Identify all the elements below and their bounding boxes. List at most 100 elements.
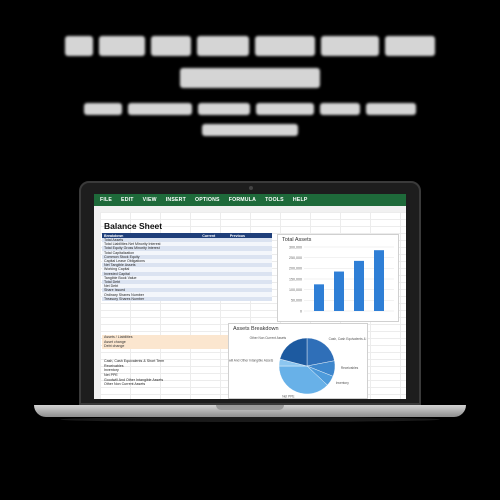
table-row[interactable]: Net Debt — [102, 284, 272, 289]
menu-options[interactable]: OPTIONS — [194, 197, 220, 203]
value-cell[interactable] — [200, 242, 228, 247]
table-row[interactable]: Ordinary Shares Number — [102, 292, 272, 297]
value-cell[interactable] — [265, 284, 272, 289]
row-label-cell[interactable]: Assets / Liabilities — [102, 335, 213, 340]
value-cell[interactable] — [200, 292, 228, 297]
value-cell[interactable] — [227, 279, 259, 285]
value-cell[interactable] — [227, 284, 259, 289]
row-label-cell[interactable]: Net PPE — [104, 373, 118, 378]
value-cell[interactable] — [258, 292, 266, 297]
value-cell[interactable] — [227, 267, 259, 272]
value-cell[interactable] — [265, 258, 272, 264]
asset-row[interactable]: Net PPE — [102, 373, 202, 378]
row-label-cell[interactable]: Tangible Book Value — [102, 275, 201, 280]
value-cell[interactable] — [227, 238, 259, 243]
table-row[interactable]: Tangible Book Value — [102, 275, 272, 280]
value-cell[interactable] — [258, 288, 266, 293]
table-header-cell[interactable]: Breakdown — [102, 233, 201, 238]
table-row[interactable]: Invested Capital — [102, 271, 272, 276]
asset-row[interactable]: Goodwill And Other Intangible Assets — [102, 377, 202, 382]
value-cell[interactable] — [227, 254, 259, 259]
value-cell[interactable] — [258, 275, 266, 280]
row-label-cell[interactable]: Treasury Shares Number — [102, 296, 201, 301]
table-row[interactable]: Common Stock Equity — [102, 254, 272, 259]
value-cell[interactable] — [227, 250, 259, 255]
value-cell[interactable] — [265, 288, 272, 293]
value-cell[interactable] — [258, 258, 266, 264]
value-cell[interactable] — [258, 238, 266, 243]
value-cell[interactable] — [200, 263, 228, 268]
table-row[interactable]: Net Tangible Assets — [102, 263, 272, 268]
value-cell[interactable] — [265, 246, 272, 251]
row-label-cell[interactable]: Net Tangible Assets — [102, 263, 201, 268]
row-label-cell[interactable]: Share Issued — [102, 288, 201, 293]
value-cell[interactable] — [200, 279, 228, 285]
table-header-cell[interactable]: Previous — [227, 233, 259, 238]
value-cell[interactable] — [227, 258, 259, 264]
table-row[interactable]: Treasury Shares Number — [102, 296, 272, 301]
row-label-cell[interactable]: Other Non Current Assets — [104, 382, 146, 387]
asset-row[interactable]: Cash, Cash Equivalents & Short Term — [102, 359, 202, 364]
value-cell[interactable] — [265, 250, 272, 255]
row-label-cell[interactable]: Common Stock Equity — [102, 254, 201, 259]
value-cell[interactable] — [227, 263, 259, 268]
table-row[interactable]: Share Issued — [102, 288, 272, 293]
assets-breakdown-chart[interactable]: Assets Breakdown Cash, Cash Equivalents … — [221, 323, 382, 399]
value-cell[interactable] — [227, 292, 259, 297]
value-cell[interactable] — [200, 267, 228, 272]
row-label-cell[interactable]: Cash, Cash Equivalents & Short Term — [104, 359, 165, 364]
menu-help[interactable]: HELP — [292, 197, 308, 203]
asset-row[interactable]: Inventory — [102, 368, 202, 373]
table-header-cell[interactable]: Current — [200, 233, 228, 238]
value-cell[interactable] — [265, 292, 272, 297]
row-label-cell[interactable]: Receivables — [104, 363, 124, 368]
table-header-cell[interactable] — [265, 233, 272, 238]
value-cell[interactable] — [265, 242, 272, 247]
value-cell[interactable] — [265, 296, 272, 301]
table-header-cell[interactable] — [258, 233, 266, 238]
value-cell[interactable] — [265, 271, 272, 276]
asset-row[interactable]: Other Non Current Assets — [102, 382, 202, 387]
value-cell[interactable] — [258, 250, 266, 255]
row-label-cell[interactable]: Total Debt — [102, 279, 201, 285]
table-row[interactable]: Working Capital — [102, 267, 272, 272]
value-cell[interactable] — [200, 238, 228, 243]
table-row[interactable]: Total Debt — [102, 279, 272, 285]
row-label-cell[interactable]: Inventory — [104, 368, 119, 373]
value-cell[interactable] — [265, 267, 272, 272]
total-assets-chart[interactable]: Total Assets 0 50,000 100,000 150,000 200,00… — [277, 234, 399, 322]
ratio-row[interactable]: Debt change — [102, 344, 240, 349]
value-cell[interactable] — [227, 271, 259, 276]
row-label-cell[interactable]: Asset change — [102, 339, 213, 345]
row-label-cell[interactable]: Debt change — [102, 344, 213, 349]
value-cell[interactable] — [200, 250, 228, 255]
value-cell[interactable] — [258, 279, 266, 285]
value-cell[interactable] — [200, 258, 228, 264]
value-cell[interactable] — [258, 263, 266, 268]
row-label-cell[interactable]: Goodwill And Other Intangible Assets — [104, 377, 164, 382]
table-row[interactable]: Total Equity Gross Minority Interest — [102, 246, 272, 251]
row-label-cell[interactable]: Ordinary Shares Number — [102, 292, 201, 297]
value-cell[interactable] — [200, 288, 228, 293]
table-row[interactable]: Total Liabilities Net Minority Interest — [102, 242, 272, 247]
value-cell[interactable] — [258, 267, 266, 272]
value-cell[interactable] — [212, 344, 227, 349]
asset-row[interactable]: Receivables — [102, 364, 202, 369]
table-row[interactable]: Total Capitalization — [102, 250, 272, 255]
value-cell[interactable] — [200, 275, 228, 280]
menu-insert[interactable]: INSERT — [165, 197, 186, 203]
table-row[interactable]: Capital Lease Obligations — [102, 258, 272, 264]
value-cell[interactable] — [258, 242, 266, 247]
value-cell[interactable] — [212, 335, 227, 340]
value-cell[interactable] — [265, 275, 272, 280]
value-cell[interactable] — [258, 246, 266, 251]
row-label-cell[interactable]: Total Liabilities Net Minority Interest — [102, 242, 201, 247]
value-cell[interactable] — [258, 254, 266, 259]
menu-formula[interactable]: FORMULA — [228, 197, 257, 203]
row-label-cell[interactable]: Total Assets — [102, 238, 201, 243]
value-cell[interactable] — [200, 296, 228, 301]
menu-tools[interactable]: TOOLS — [265, 197, 284, 203]
value-cell[interactable] — [227, 242, 259, 247]
value-cell[interactable] — [227, 288, 259, 293]
row-label-cell[interactable]: Net Debt — [102, 284, 201, 289]
